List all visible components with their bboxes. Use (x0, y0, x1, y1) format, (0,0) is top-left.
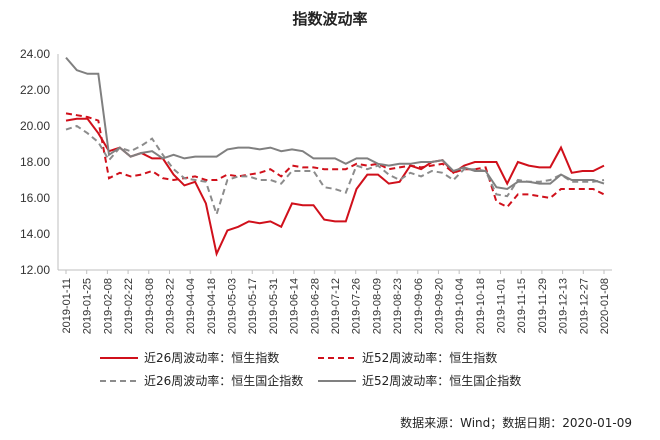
data-source-note: 数据来源：Wind；数据日期：2020-01-09 (400, 416, 632, 430)
legend-label-2: 近52周波动率：恒生指数 (362, 350, 497, 365)
x-tick-label: 2019-02-08 (102, 278, 114, 334)
x-tick-label: 2019-11-01 (496, 278, 508, 333)
x-tick-label: 2019-03-08 (144, 278, 156, 334)
x-tick-label: 2019-07-26 (351, 278, 363, 334)
x-tick-label: 2019-04-18 (206, 278, 218, 334)
x-tick-label: 2019-10-18 (475, 278, 487, 334)
y-tick-label: 20.00 (20, 119, 50, 133)
x-tick-label: 2019-06-14 (289, 278, 301, 334)
x-tick-label: 2019-02-22 (123, 278, 135, 334)
x-tick-label: 2019-04-04 (185, 278, 197, 334)
y-tick-label: 24.00 (20, 47, 50, 61)
legend-label-1: 近26周波动率：恒生指数 (144, 350, 279, 365)
x-tick-label: 2019-01-11 (61, 278, 73, 333)
x-tick-label: 2019-08-09 (371, 278, 383, 334)
series-line-2 (65, 112, 605, 209)
x-tick-label: 2019-10-04 (454, 278, 466, 334)
x-tick-labels: 2019-01-11 2019-01-25 2019-02-08 2019-02-22… (61, 270, 611, 334)
x-tick-label: 2019-05-31 (268, 278, 280, 334)
x-tick-label: 2019-06-28 (309, 278, 321, 334)
x-tick-label: 2019-11-15 (516, 278, 528, 333)
x-tick-label: 2019-09-06 (413, 278, 425, 334)
x-tick-label: 2019-09-20 (433, 278, 445, 334)
y-tick-labels: 12.00 14.00 16.00 18.00 20.00 22.00 24.00 (20, 47, 50, 277)
x-tick-label: 2019-12-27 (578, 278, 590, 334)
x-tick-label: 2019-12-13 (558, 278, 570, 334)
legend-label-4: 近52周波动率：恒生国企指数 (362, 373, 521, 388)
y-tick-label: 18.00 (20, 155, 50, 169)
x-tick-label: 2019-03-22 (164, 278, 176, 334)
legend-label-3: 近26周波动率：恒生国企指数 (144, 373, 303, 388)
chart-title: 指数波动率 (292, 10, 368, 28)
series-line-4 (65, 56, 605, 191)
series-lines (65, 56, 605, 257)
x-tick-label: 2019-07-12 (330, 278, 342, 334)
x-tick-label: 2019-11-29 (537, 278, 549, 333)
y-tick-label: 16.00 (20, 191, 50, 205)
chart-axes (57, 54, 612, 271)
x-tick-label: 2019-05-03 (227, 278, 239, 334)
series-line-1 (65, 117, 605, 257)
y-tick-label: 22.00 (20, 83, 50, 97)
x-tick-label: 2019-05-17 (247, 278, 259, 334)
x-tick-label: 2019-08-23 (392, 278, 404, 334)
y-tick-label: 12.00 (20, 263, 50, 277)
y-tick-label: 14.00 (20, 227, 50, 241)
x-tick-label: 2020-01-08 (599, 278, 611, 334)
x-tick-label: 2019-01-25 (82, 278, 94, 334)
